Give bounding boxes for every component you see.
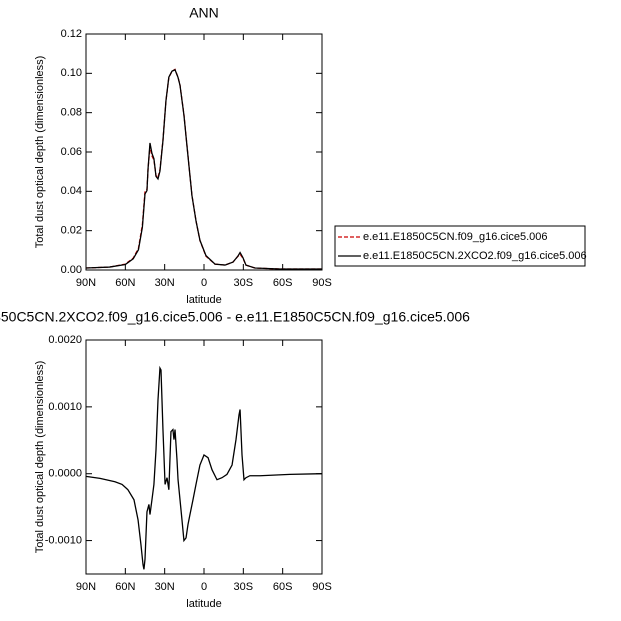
x-tick-label: 60N [115,277,135,289]
plot-frame [85,33,323,271]
x-tick-label: 0 [201,277,207,289]
legend: e.e11.E1850C5CN.f09_g16.cice5.006 e.e11.E… [334,225,587,267]
legend-label: e.e11.E1850C5CN.2XCO2.f09_g16.cice5.006 [363,250,587,262]
x-tick-label: 60N [115,581,135,593]
y-tick-label: 0.0000 [48,468,82,480]
legend-label: e.e11.E1850C5CN.f09_g16.cice5.006 [363,231,548,243]
x-tick-label: 30S [234,581,254,593]
y-tick-label: 0.10 [61,67,82,79]
plot-frame [85,339,323,575]
x-axis-label: latitude [186,294,221,306]
data-line [85,68,322,270]
y-axis-label: Total dust optical depth (dimensionless) [34,56,46,249]
x-tick-label: 0 [201,581,207,593]
y-tick-label: 0.02 [61,225,82,237]
y-tick-label: 0.06 [61,146,82,158]
x-tick-label: 90N [76,581,96,593]
y-tick-label: 0.08 [61,107,82,119]
x-tick-label: 90S [312,277,332,289]
y-axis-label: Total dust optical depth (dimensionless) [34,361,46,554]
x-tick-label: 30S [234,277,254,289]
chart-title: e.e11.E1850C5CN.2XCO2.f09_g16.cice5.006 … [0,309,470,325]
data-line [85,68,322,270]
y-tick-label: 0.0010 [48,401,82,413]
x-axis-label: latitude [186,598,221,610]
legend-frame [334,225,586,267]
y-tick-label: -0.0010 [45,534,82,546]
chart-title: ANN [189,5,219,21]
x-tick-label: 60S [273,581,293,593]
x-tick-label: 30N [155,581,175,593]
x-tick-label: 90N [76,277,96,289]
y-tick-label: 0.0020 [48,334,82,346]
x-tick-label: 90S [312,581,332,593]
y-tick-label: 0.12 [61,28,82,40]
data-line [85,365,323,570]
y-tick-label: 0.04 [61,185,82,197]
x-tick-label: 30N [155,277,175,289]
y-tick-label: 0.00 [61,264,82,276]
x-tick-label: 60S [273,277,293,289]
